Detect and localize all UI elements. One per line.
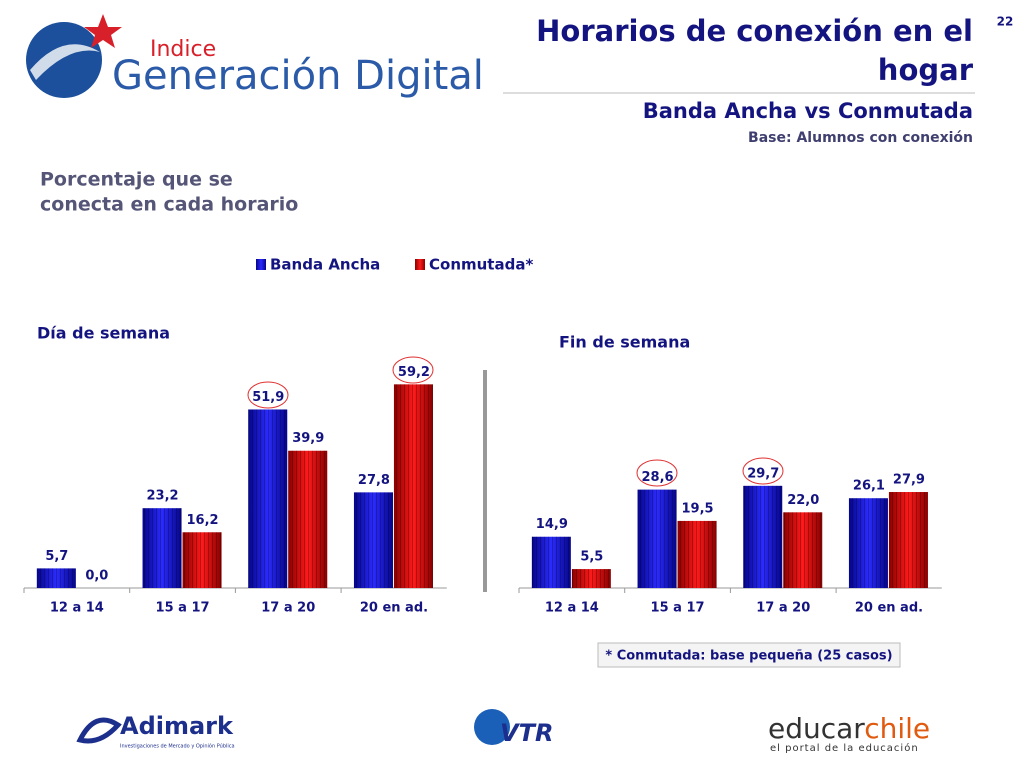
value-label: 16,2 [187, 513, 219, 528]
bar-stripes [848, 498, 888, 588]
logo-big: Generación Digital [112, 53, 484, 99]
legend-swatch [415, 259, 425, 270]
highlight [742, 457, 784, 485]
value-label: 5,7 [45, 549, 68, 564]
description: Porcentaje que se [40, 169, 233, 191]
adimark: Adimark [120, 712, 234, 740]
bar-stripes [531, 536, 571, 588]
highlight [247, 381, 289, 409]
bar-stripes [353, 492, 393, 588]
adimark-mark [76, 717, 122, 744]
value-label: 39,9 [292, 431, 324, 446]
chart-title: Día de semana [37, 324, 170, 343]
value-label: 28,6 [642, 470, 674, 485]
description: conecta en cada horario [40, 194, 298, 216]
bar-stripes [142, 508, 182, 588]
bar-stripes [677, 520, 717, 588]
bar-stripes [571, 569, 611, 588]
bar-stripes [783, 512, 823, 588]
legend-label: Conmutada* [429, 256, 533, 274]
chart-title: Fin de semana [559, 333, 690, 352]
charts: Día de semana 12 a 14 5,7 0,0 15 a 17 23,2 16,… [23, 324, 942, 616]
bar-stripes [248, 409, 288, 588]
bar-stripes [637, 489, 677, 588]
value-label: 51,9 [252, 390, 284, 405]
logo-globe [26, 22, 102, 98]
value-label: 14,9 [536, 517, 568, 532]
educar-part: educar [768, 712, 865, 745]
chile-part: chile [864, 712, 930, 745]
value-label: 19,5 [682, 501, 714, 516]
x-tick-label: 15 a 17 [156, 601, 210, 616]
bar-stripes [288, 450, 328, 588]
logo-swoosh [30, 44, 100, 80]
value-label: 59,2 [398, 365, 430, 380]
bar-stripes [182, 532, 222, 588]
x-tick-label: 20 en ad. [360, 601, 428, 616]
legend-swatch [256, 259, 266, 270]
value-label: 27,8 [358, 473, 390, 488]
highlight [636, 459, 678, 487]
legend-label: Banda Ancha [270, 256, 380, 274]
vtr-globe [474, 709, 510, 745]
note: * Conmutada: base pequeña (25 casos) [605, 649, 892, 664]
educar-sub: el portal de la educación [770, 742, 919, 754]
logo-small: Indice [150, 37, 216, 62]
base: Base: Alumnos con conexión [748, 130, 973, 146]
adimark-sub: Investigaciones de Mercado y Opinión Púb… [120, 743, 235, 750]
value-label: 26,1 [853, 479, 885, 494]
highlight [392, 356, 434, 384]
x-tick-label: 17 a 20 [261, 601, 315, 616]
value-label: 23,2 [147, 489, 179, 504]
x-tick-label: 17 a 20 [756, 601, 810, 616]
value-label: 27,9 [893, 473, 925, 488]
bar-stripes [393, 384, 433, 588]
bar-stripes [36, 568, 76, 588]
page-number: 22 [997, 15, 1014, 29]
vtr: VTR [500, 719, 553, 747]
bar-stripes [888, 492, 928, 588]
x-tick-label: 20 en ad. [855, 601, 923, 616]
note-box [597, 642, 901, 668]
value-label: 0,0 [85, 569, 108, 584]
x-tick-label: 12 a 14 [50, 601, 104, 616]
subtitle: Banda Ancha vs Conmutada [643, 99, 973, 123]
educar: educarchile [768, 712, 930, 745]
value-label: 22,0 [787, 493, 819, 508]
logo-star [84, 14, 122, 48]
x-tick-label: 15 a 17 [651, 601, 705, 616]
value-label: 5,5 [580, 550, 603, 565]
bar-stripes [743, 485, 783, 588]
title: hogar [878, 53, 974, 87]
value-label: 29,7 [747, 466, 779, 481]
x-tick-label: 12 a 14 [545, 601, 599, 616]
title: Horarios de conexión en el [536, 14, 973, 48]
